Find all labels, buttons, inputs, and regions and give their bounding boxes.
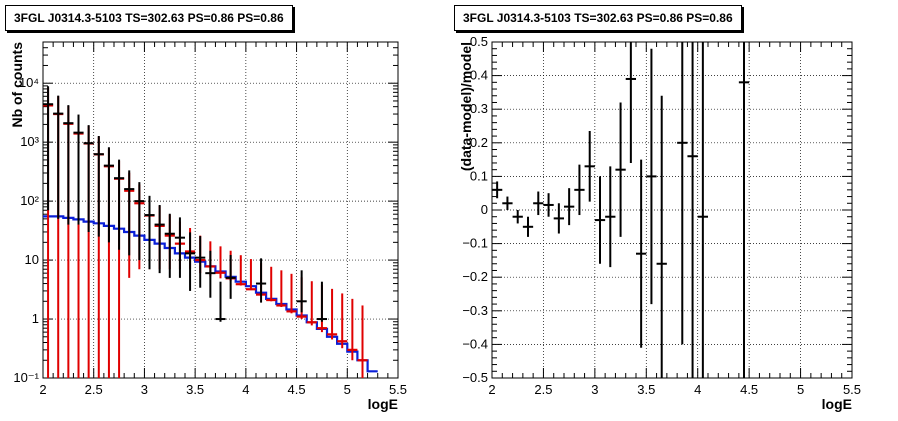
chart-title: 3FGL J0314.3-5103 TS=302.63 PS=0.86 PS=0… xyxy=(454,5,742,31)
x-tick-label: 5 xyxy=(797,382,804,397)
y-tick-label: 0.1 xyxy=(470,168,488,183)
y-axis-title: Nb of counts xyxy=(9,42,25,128)
y-tick-label: 10 xyxy=(25,252,39,267)
x-tick-label: 5.5 xyxy=(389,382,407,397)
y-axis-title: (data-model)/model xyxy=(458,42,474,171)
x-tick-label: 2 xyxy=(488,382,495,397)
y-tick-label: 0 xyxy=(481,202,488,217)
y-tick-label: 0.5 xyxy=(470,34,488,49)
y-tick-label: 0.3 xyxy=(470,101,488,116)
x-tick-label: 4 xyxy=(694,382,701,397)
x-axis-title: logE xyxy=(822,396,852,412)
x-tick-label: 3 xyxy=(591,382,598,397)
y-tick-label: 10³ xyxy=(20,134,39,149)
y-tick-label: −0.5 xyxy=(462,370,488,385)
x-tick-label: 4 xyxy=(242,382,249,397)
x-tick-label: 5 xyxy=(344,382,351,397)
plot-frame xyxy=(42,41,399,379)
counts-panel: 2 2.5 3 3.5 4 4.5 5 5.5 logE Nb of counts 10⁻¹ 1 10 1… xyxy=(5,5,407,412)
x-tick-label: 2.5 xyxy=(85,382,103,397)
y-tick-label: −0.1 xyxy=(462,236,488,251)
y-tick-label: 10⁻¹ xyxy=(13,370,39,385)
x-tick-label: 3.5 xyxy=(637,382,655,397)
y-tick-label: 0.2 xyxy=(470,135,488,150)
y-tick-label: −0.3 xyxy=(462,303,488,318)
y-tick-label: 1 xyxy=(32,311,39,326)
y-tick-label: 0.4 xyxy=(470,68,488,83)
x-tick-label: 3 xyxy=(141,382,148,397)
x-tick-label: 2 xyxy=(39,382,46,397)
x-tick-label: 5.5 xyxy=(843,382,861,397)
x-tick-label: 4.5 xyxy=(288,382,306,397)
y-tick-label: −0.4 xyxy=(462,336,488,351)
x-tick-label: 4.5 xyxy=(740,382,758,397)
x-tick-label: 2.5 xyxy=(534,382,552,397)
y-tick-label: 10⁴ xyxy=(19,75,39,90)
chart-title: 3FGL J0314.3-5103 TS=302.63 PS=0.86 PS=0… xyxy=(5,5,293,31)
x-axis-title: logE xyxy=(368,396,398,412)
y-tick-label: 10² xyxy=(20,193,39,208)
x-tick-label: 3.5 xyxy=(186,382,204,397)
residuals-panel: 2 2.5 3 3.5 4 4.5 5 5.5 logE (data-model)/model −0… xyxy=(449,0,898,421)
y-tick-label: −0.2 xyxy=(462,269,488,284)
